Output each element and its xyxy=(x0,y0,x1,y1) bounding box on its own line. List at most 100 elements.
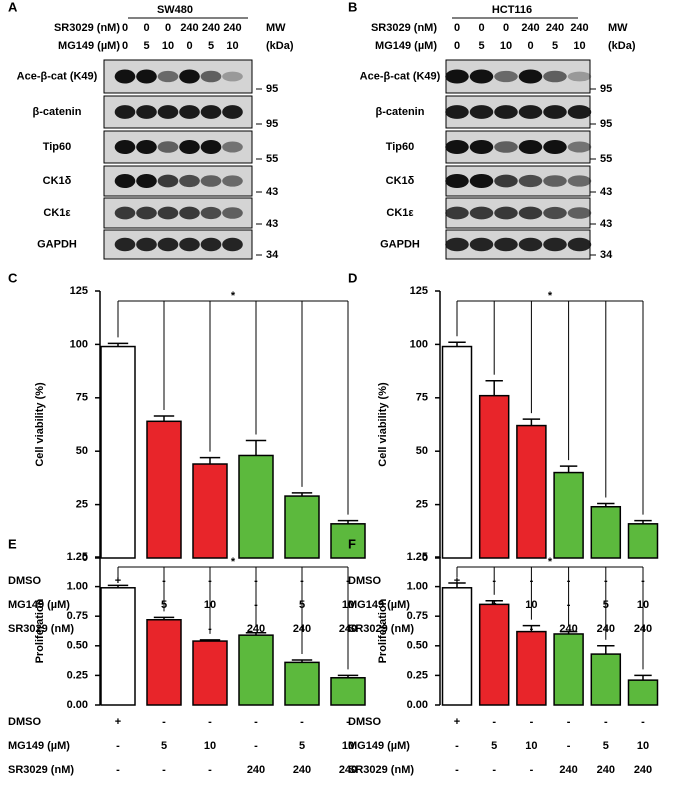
bar xyxy=(146,420,182,559)
y-tick-label: 1.25 xyxy=(67,551,88,563)
lane-value: 0 xyxy=(165,22,171,34)
bar xyxy=(146,619,182,706)
lane-value: 0 xyxy=(143,22,149,34)
lane-value: 10 xyxy=(500,40,512,52)
blot-band xyxy=(469,174,494,188)
blot-label: CK1ε xyxy=(386,207,414,219)
mw-value: 43 xyxy=(266,218,278,230)
blot-label: Ace-β-cat (K49) xyxy=(360,70,441,82)
condition-value: 10 xyxy=(204,740,216,752)
blot-band xyxy=(157,237,179,252)
blot-band xyxy=(179,174,200,188)
blot-band xyxy=(136,237,157,252)
panel-label: F xyxy=(348,536,356,551)
lane-value: 240 xyxy=(570,22,588,34)
condition-label: DMSO xyxy=(348,575,381,587)
panel-label: C xyxy=(8,270,18,285)
blot-band xyxy=(157,141,179,153)
significance-label: * xyxy=(231,556,236,568)
blot-band xyxy=(445,174,469,188)
lane-row-label: MG149 (µM) xyxy=(375,40,437,52)
lane-value: 240 xyxy=(521,22,539,34)
bar xyxy=(441,345,473,559)
bar xyxy=(478,394,510,559)
condition-value: + xyxy=(454,575,460,587)
bar xyxy=(100,345,136,559)
mw-header: (kDa) xyxy=(266,40,294,52)
blot-band xyxy=(179,140,200,154)
panel-label: D xyxy=(348,270,357,285)
condition-value: - xyxy=(530,764,534,776)
condition-value: - xyxy=(116,764,120,776)
bar xyxy=(553,633,584,706)
blot-band xyxy=(179,105,200,119)
lane-value: 5 xyxy=(478,40,484,52)
blot-band xyxy=(567,207,592,219)
condition-value: - xyxy=(567,740,571,752)
blot-band xyxy=(543,140,567,154)
condition-value: - xyxy=(492,764,496,776)
blot-band xyxy=(494,206,518,220)
blot-band xyxy=(136,105,157,119)
y-axis-label: Proliferation xyxy=(34,598,46,663)
lane-value: 240 xyxy=(546,22,564,34)
lane-value: 10 xyxy=(162,40,174,52)
bar xyxy=(192,640,228,706)
condition-label: DMSO xyxy=(8,716,41,728)
y-tick-label: 0 xyxy=(422,552,428,564)
y-tick-label: 25 xyxy=(416,499,428,511)
blot-band xyxy=(494,237,518,252)
blot-band xyxy=(543,105,567,119)
blot-band xyxy=(200,140,222,154)
lane-value: 5 xyxy=(208,40,214,52)
condition-value: - xyxy=(300,716,304,728)
y-tick-label: 50 xyxy=(416,445,428,457)
condition-value: 5 xyxy=(491,740,497,752)
mw-header: MW xyxy=(608,22,628,34)
y-tick-label: 0 xyxy=(82,552,88,564)
blot-band xyxy=(445,105,469,119)
cell-line: HCT116 xyxy=(492,4,532,16)
blot-band xyxy=(114,140,136,154)
y-axis-label: Cell viability (%) xyxy=(34,382,46,467)
mw-value: 55 xyxy=(266,153,278,165)
blot-band xyxy=(445,140,469,154)
blot-band xyxy=(179,206,200,220)
blot-band xyxy=(543,175,567,187)
y-tick-label: 0.00 xyxy=(67,699,88,711)
blot-band xyxy=(567,175,592,187)
blot-band xyxy=(469,237,494,252)
condition-value: - xyxy=(162,716,166,728)
condition-value: - xyxy=(492,716,496,728)
lane-value: 240 xyxy=(180,22,198,34)
mw-value: 34 xyxy=(600,249,613,261)
condition-value: 5 xyxy=(603,740,609,752)
condition-value: - xyxy=(208,716,212,728)
y-axis-label: Cell viability (%) xyxy=(377,382,389,467)
blot-band xyxy=(518,69,543,84)
condition-value: 240 xyxy=(293,764,311,776)
y-tick-label: 100 xyxy=(70,338,88,350)
lane-value: 5 xyxy=(552,40,558,52)
bar xyxy=(284,495,320,559)
blot-label: CK1δ xyxy=(386,175,415,187)
blot-band xyxy=(114,69,136,84)
condition-value: + xyxy=(454,716,460,728)
bar xyxy=(192,463,228,559)
blot-band xyxy=(157,206,179,220)
blot-band xyxy=(200,70,222,83)
condition-value: 240 xyxy=(634,764,652,776)
condition-label: SR3029 (nM) xyxy=(348,764,414,776)
y-tick-label: 0.75 xyxy=(407,610,428,622)
blot-band xyxy=(179,69,200,84)
lane-value: 0 xyxy=(186,40,192,52)
blot-band xyxy=(567,105,592,119)
y-tick-label: 75 xyxy=(416,392,428,404)
y-tick-label: 25 xyxy=(76,499,88,511)
lane-value: 10 xyxy=(226,40,238,52)
lane-value: 0 xyxy=(122,40,128,52)
mw-header: (kDa) xyxy=(608,40,636,52)
blot-band xyxy=(222,141,243,153)
blot-band xyxy=(567,237,592,252)
blot-band xyxy=(543,70,567,83)
